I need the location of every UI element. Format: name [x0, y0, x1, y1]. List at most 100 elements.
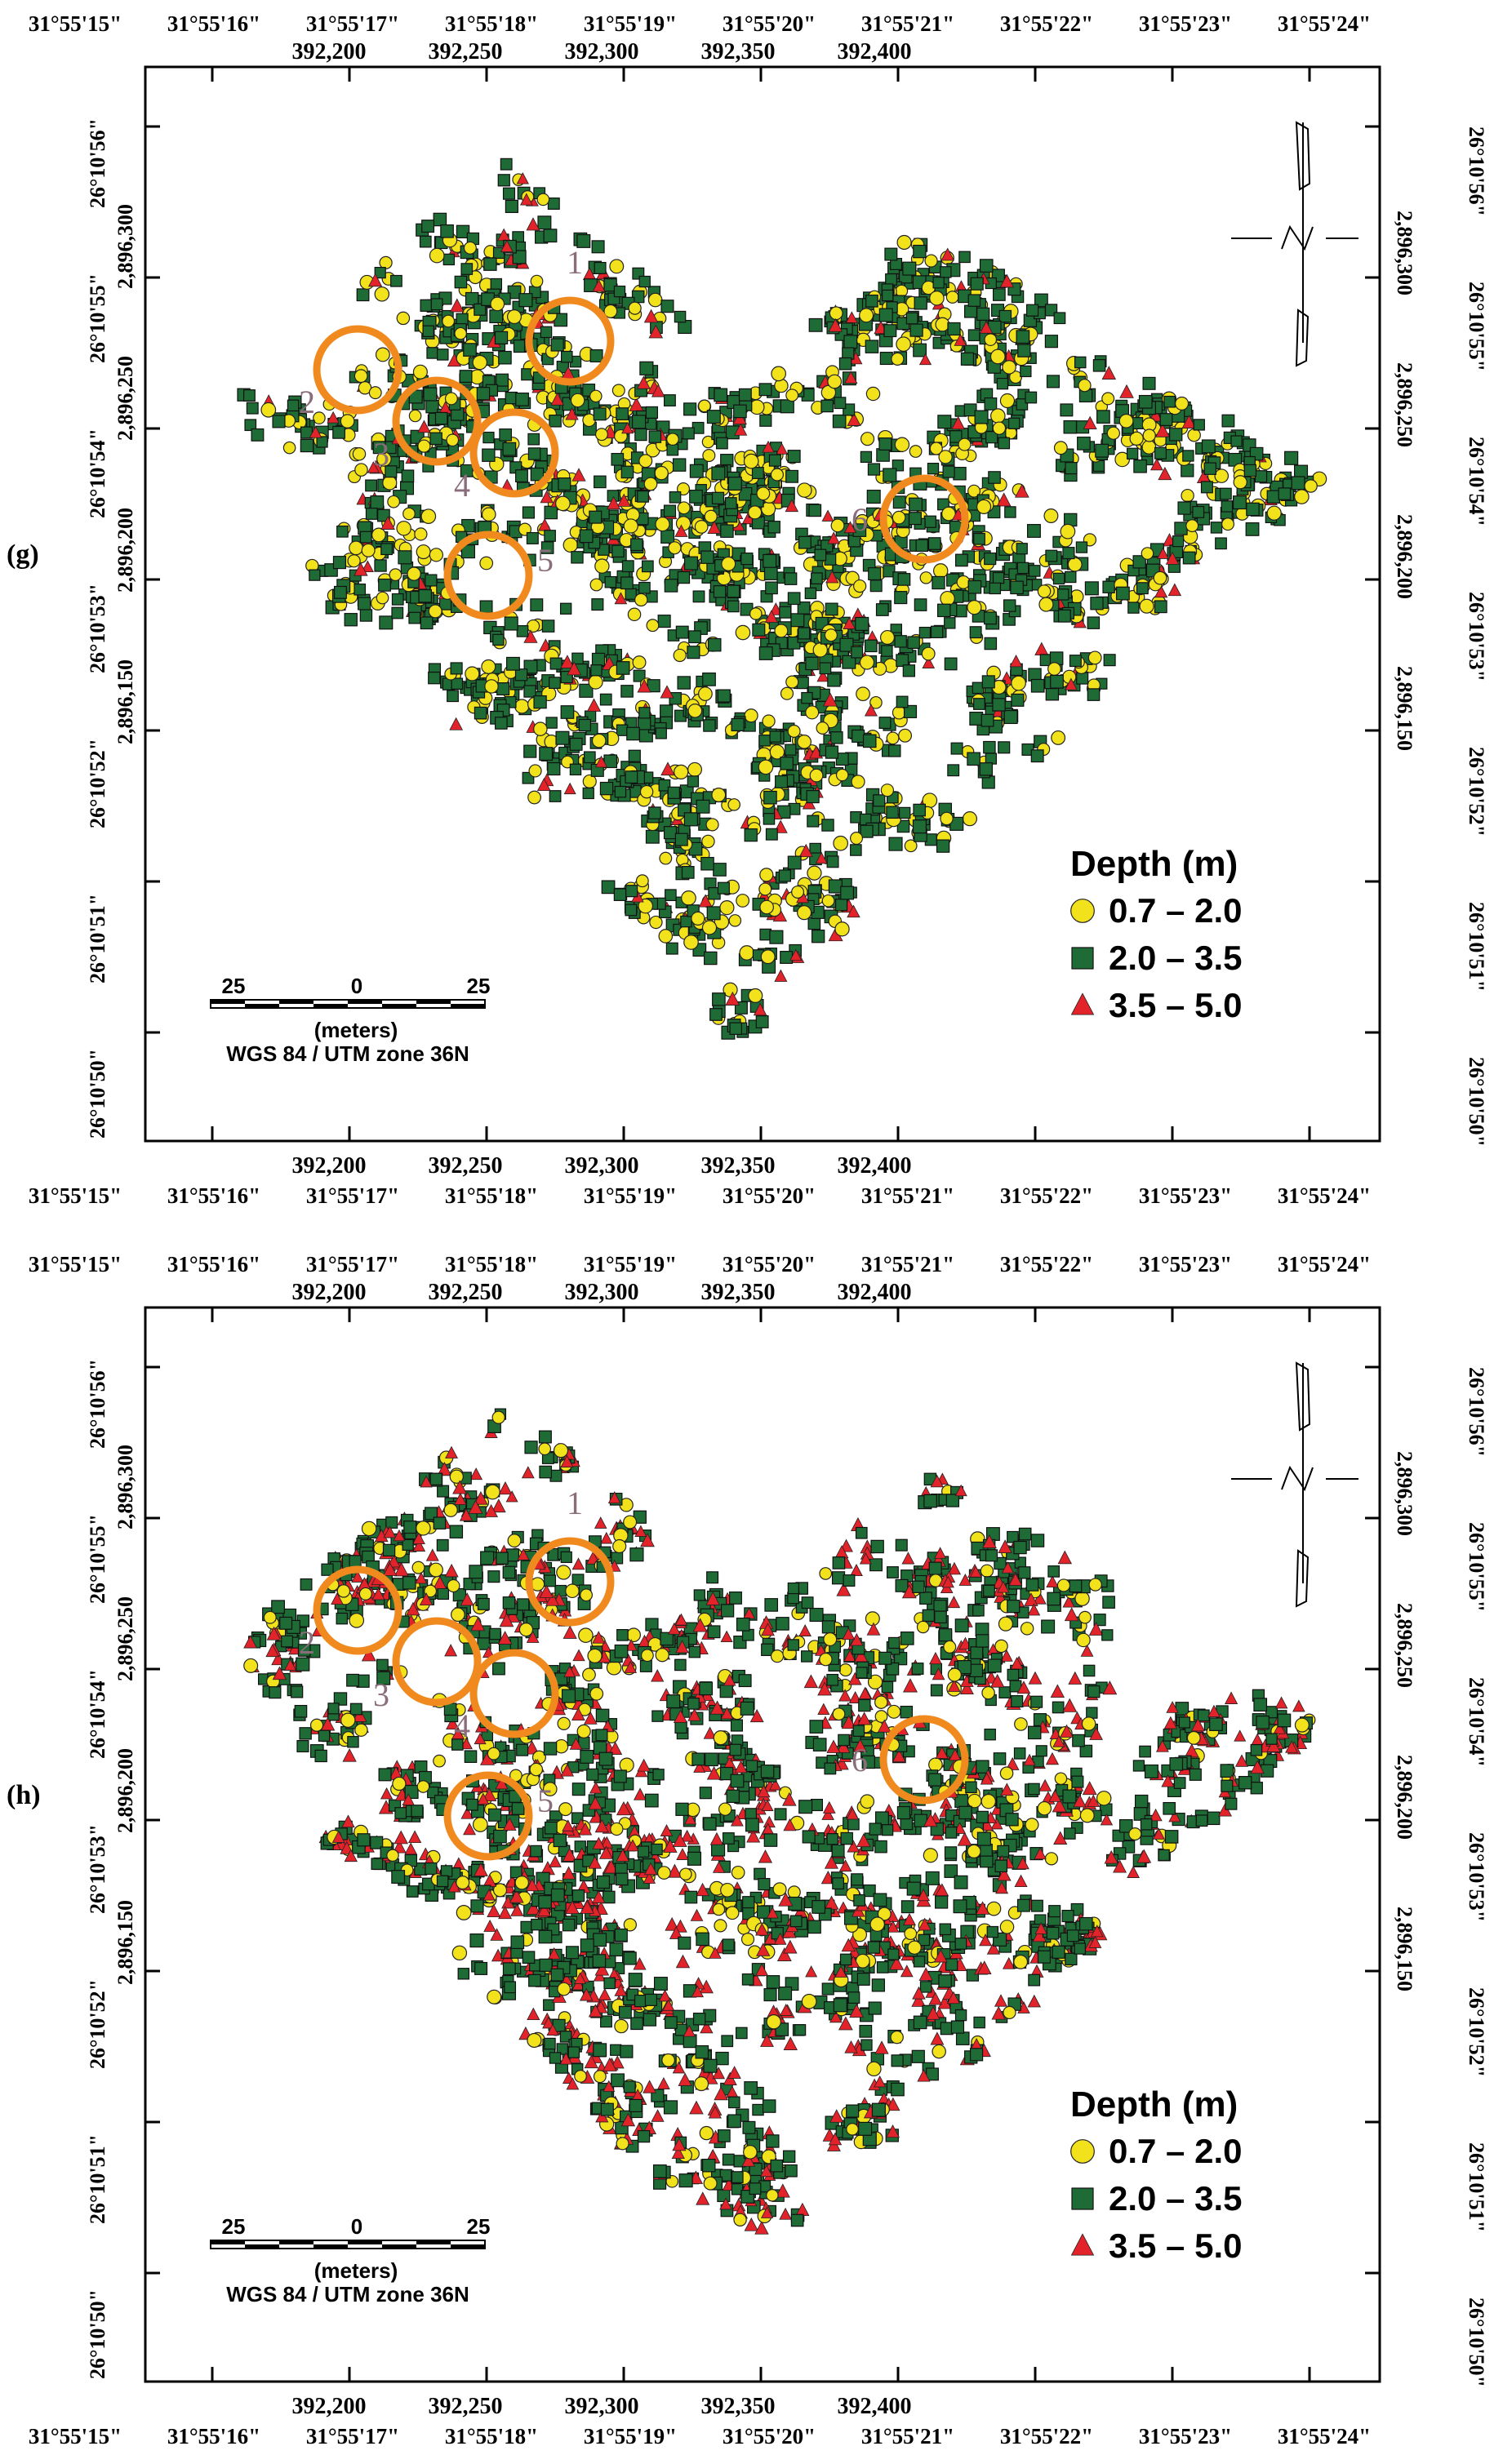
depth-point-square — [974, 410, 989, 424]
panel-label: (h) — [7, 1780, 41, 1810]
depth-point-square — [480, 1551, 495, 1565]
bottom-utm-tick-label: 392,250 — [429, 1153, 503, 1179]
depth-point-circle — [958, 437, 972, 451]
depth-point-square — [1174, 522, 1188, 535]
depth-point-square — [1027, 524, 1041, 538]
depth-point-circle — [666, 433, 679, 446]
depth-point-square — [638, 581, 651, 594]
left-utm-tick-label: 2,896,250 — [113, 1596, 137, 1681]
depth-point-circle — [838, 1663, 852, 1677]
depth-point-circle — [704, 509, 718, 523]
depth-point-square — [1291, 476, 1305, 491]
left-utm-tick-label: 2,896,200 — [113, 508, 137, 593]
depth-point-square — [611, 452, 625, 466]
depth-point-square — [651, 1710, 664, 1722]
depth-point-square — [599, 693, 612, 706]
depth-point-square — [429, 432, 442, 446]
depth-point-square — [675, 625, 689, 639]
left-geo-tick-label: 26°10'54" — [86, 1669, 109, 1759]
depth-point-square — [706, 410, 721, 424]
depth-point-circle — [570, 393, 585, 408]
depth-point-circle — [892, 705, 906, 720]
depth-point-circle — [886, 731, 900, 745]
depth-point-square — [641, 560, 654, 573]
left-geo-tick-label: 26°10'53" — [86, 1824, 109, 1914]
legend-label-square: 2.0 – 3.5 — [1109, 939, 1242, 977]
depth-point-square — [1245, 522, 1260, 536]
top-utm-tick-label: 392,300 — [565, 39, 639, 64]
top-geo-tick-label: 31°55'24" — [1278, 1252, 1371, 1276]
depth-point-square — [790, 2213, 804, 2227]
depth-point-square — [752, 623, 766, 637]
left-utm-tick-label: 2,896,300 — [113, 1445, 137, 1529]
depth-point-square — [506, 1548, 520, 1562]
right-geo-tick-label: 26°10'55" — [1465, 1522, 1488, 1612]
depth-point-square — [674, 832, 688, 846]
depth-point-square — [430, 298, 443, 311]
depth-point-square — [621, 560, 634, 573]
depth-point-square — [850, 844, 862, 856]
depth-point-circle — [589, 578, 603, 592]
depth-point-square — [809, 1608, 824, 1623]
depth-point-circle — [1221, 517, 1235, 531]
depth-point-square — [425, 574, 438, 587]
depth-point-square — [759, 414, 772, 427]
depth-point-square — [464, 1750, 478, 1763]
depth-point-square — [683, 556, 698, 570]
depth-point-circle — [701, 920, 718, 935]
depth-point-square — [914, 598, 927, 611]
depth-point-circle — [735, 624, 751, 641]
depth-point-circle — [932, 563, 949, 579]
depth-point-square — [738, 388, 752, 402]
depth-point-square — [967, 294, 981, 307]
depth-point-square — [611, 544, 625, 558]
depth-point-square — [892, 495, 906, 509]
depth-point-square — [944, 657, 958, 671]
top-geo-tick-label: 31°55'19" — [584, 11, 677, 36]
depth-point-circle — [780, 686, 794, 700]
depth-point-circle — [558, 1802, 573, 1817]
depth-point-square — [309, 569, 321, 581]
depth-point-square — [1084, 581, 1099, 596]
depth-point-square — [958, 251, 971, 264]
depth-point-square — [897, 573, 911, 586]
depth-point-circle — [787, 1885, 801, 1899]
depth-point-square — [787, 450, 801, 464]
depth-point-circle — [894, 437, 910, 452]
depth-point-square — [722, 2153, 735, 2166]
depth-point-square — [1177, 501, 1191, 515]
depth-point-square — [1010, 580, 1024, 595]
depth-point-square — [992, 698, 1006, 712]
depth-point-square — [391, 593, 404, 606]
depth-point-square — [802, 1830, 816, 1844]
left-utm-tick-label: 2,896,150 — [113, 1900, 137, 1985]
right-utm-tick-label: 2,896,150 — [1393, 1907, 1416, 1991]
right-geo-tick-label: 26°10'55" — [1465, 282, 1488, 371]
depth-point-square — [251, 428, 265, 442]
depth-point-square — [972, 681, 985, 695]
depth-point-square — [620, 685, 634, 698]
top-utm-tick-label: 392,350 — [701, 39, 776, 64]
depth-point-square — [790, 613, 805, 628]
depth-point-circle — [589, 389, 603, 403]
depth-point-circle — [785, 388, 799, 402]
depth-point-circle — [1181, 488, 1194, 503]
depth-point-square — [894, 591, 908, 605]
depth-point-square — [625, 770, 638, 784]
depth-point-square — [826, 855, 839, 868]
depth-point-circle — [896, 336, 911, 352]
depth-point-square — [688, 630, 701, 644]
depth-point-circle — [865, 386, 881, 402]
depth-point-square — [984, 397, 998, 411]
depth-point-circle — [1139, 598, 1154, 614]
right-geo-tick-label: 26°10'54" — [1465, 437, 1488, 526]
depth-point-circle — [1067, 557, 1083, 572]
depth-point-square — [900, 1632, 914, 1645]
top-utm-tick-label: 392,300 — [565, 1280, 639, 1305]
depth-point-circle — [850, 832, 864, 846]
depth-point-square — [1096, 410, 1110, 424]
depth-point-square — [354, 583, 367, 596]
right-geo-tick-label: 26°10'50" — [1465, 2298, 1488, 2387]
depth-point-circle — [909, 445, 923, 458]
depth-point-square — [550, 338, 564, 352]
